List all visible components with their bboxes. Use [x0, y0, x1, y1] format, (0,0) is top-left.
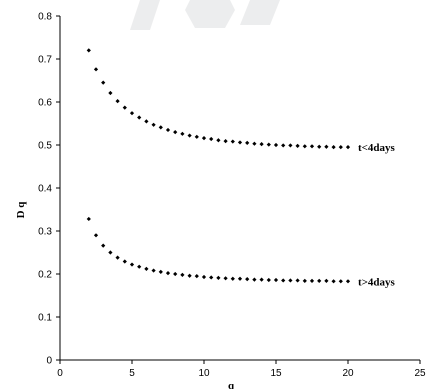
- data-point: [144, 266, 149, 271]
- data-point: [209, 275, 214, 280]
- data-point: [209, 136, 214, 142]
- data-point: [101, 80, 106, 85]
- data-point: [216, 138, 221, 143]
- data-point: [144, 119, 149, 124]
- data-point: [194, 274, 199, 279]
- data-point: [187, 133, 192, 138]
- data-point: [252, 277, 257, 282]
- series-labels: t<4days t>4days: [358, 142, 396, 288]
- data-point: [252, 141, 257, 146]
- y-tick-label: 0.8: [38, 12, 52, 23]
- data-point: [93, 67, 99, 72]
- data-points: [86, 48, 351, 284]
- data-point: [317, 278, 322, 283]
- data-point: [281, 143, 286, 148]
- data-point: [108, 250, 113, 255]
- y-tick-label: 0.2: [38, 270, 52, 281]
- y-tick-label: 0.7: [38, 55, 52, 66]
- data-point: [338, 279, 343, 284]
- x-tick-label: 10: [198, 368, 210, 379]
- data-point: [115, 255, 120, 260]
- data-point: [317, 144, 322, 149]
- data-point: [122, 259, 127, 264]
- data-point: [345, 279, 351, 284]
- data-point: [288, 143, 293, 148]
- data-point: [302, 144, 307, 149]
- x-tick-label: 25: [414, 368, 426, 379]
- data-point: [338, 145, 343, 150]
- data-point: [137, 264, 142, 269]
- data-point: [122, 105, 127, 110]
- data-point: [180, 131, 185, 136]
- data-point: [324, 278, 329, 283]
- y-tick-label: 0.3: [38, 227, 52, 238]
- data-point: [180, 272, 185, 277]
- data-point: [115, 99, 120, 104]
- data-point: [194, 134, 199, 139]
- data-point: [324, 144, 329, 149]
- data-point: [165, 271, 171, 276]
- data-point: [173, 130, 178, 135]
- data-point: [201, 274, 207, 280]
- data-point: [309, 144, 315, 149]
- data-point: [302, 278, 307, 283]
- axes: [56, 15, 421, 364]
- data-point: [86, 216, 91, 222]
- data-point: [165, 127, 171, 133]
- data-point: [266, 142, 271, 147]
- data-point: [129, 262, 135, 267]
- series-label: t<4days: [358, 142, 396, 154]
- x-tick-label: 0: [57, 368, 63, 379]
- data-point: [295, 278, 300, 283]
- data-point: [201, 136, 207, 141]
- data-point: [86, 48, 91, 53]
- data-point: [273, 142, 279, 148]
- data-point: [266, 277, 271, 283]
- data-point: [173, 271, 178, 277]
- data-point: [230, 139, 235, 144]
- data-point: [93, 233, 99, 238]
- y-tick-label: 0.4: [38, 184, 52, 195]
- data-point: [331, 145, 336, 150]
- data-point: [245, 140, 250, 145]
- data-point: [309, 278, 315, 283]
- y-axis-label: D q: [15, 201, 27, 219]
- x-axis-label: q: [228, 380, 235, 389]
- data-point: [237, 140, 243, 145]
- data-point: [151, 268, 156, 273]
- data-point: [345, 145, 351, 150]
- data-point: [158, 125, 163, 130]
- data-point: [158, 269, 163, 274]
- data-point: [216, 275, 221, 280]
- data-point: [108, 90, 113, 96]
- tick-labels: 0 0.1 0.2 0.3 0.4 0.5 0.6 0.7 0.8 0 5 10 15 20 25: [38, 12, 426, 380]
- data-point: [273, 277, 279, 283]
- data-point: [281, 278, 286, 283]
- data-point: [288, 278, 293, 283]
- y-tick-label: 0.5: [38, 141, 52, 152]
- data-point: [259, 277, 264, 282]
- data-point: [187, 273, 192, 278]
- y-tick-label: 0.1: [38, 313, 52, 324]
- data-point: [237, 276, 243, 281]
- x-tick-label: 5: [129, 368, 135, 379]
- y-tick-label: 0.6: [38, 98, 52, 109]
- y-tick-label: 0: [46, 356, 52, 367]
- data-point: [259, 142, 264, 147]
- x-tick-label: 20: [342, 368, 354, 379]
- data-point: [245, 277, 250, 282]
- series-label: t>4days: [358, 276, 396, 288]
- data-point: [230, 276, 235, 281]
- data-point: [151, 122, 156, 127]
- data-point: [129, 111, 135, 116]
- data-point: [137, 115, 142, 120]
- watermark-logo: [130, 0, 280, 30]
- data-point: [223, 139, 228, 144]
- data-point: [223, 276, 228, 281]
- x-tick-label: 15: [270, 368, 282, 379]
- data-point: [295, 143, 300, 148]
- data-point: [101, 243, 106, 248]
- data-point: [331, 279, 336, 284]
